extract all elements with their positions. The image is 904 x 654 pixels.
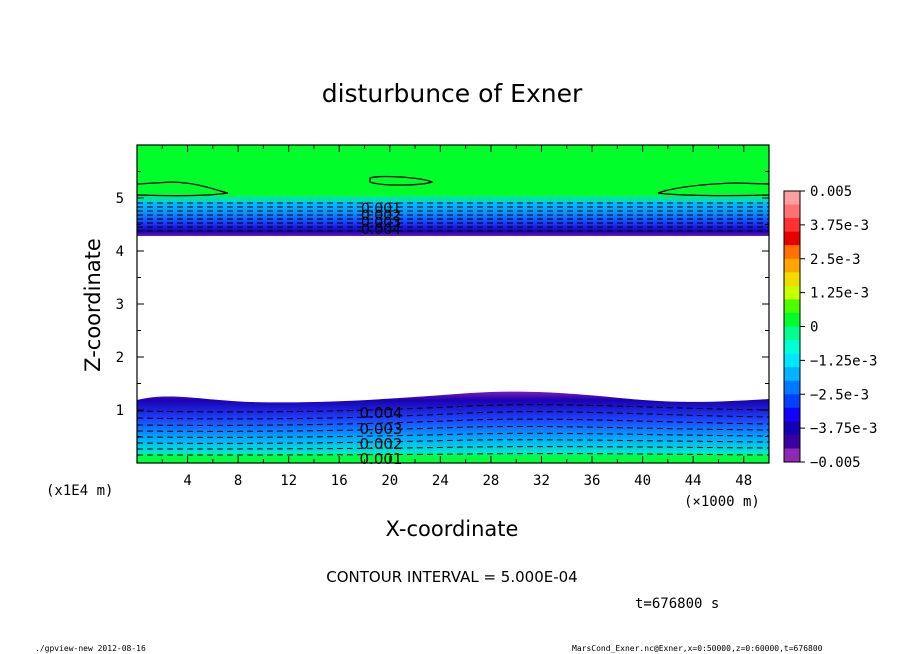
upper-contour-labels: 0.001 0.002 0.003 0.004 xyxy=(361,201,401,238)
colorbar-swatch xyxy=(784,272,800,287)
zero-contour-right xyxy=(657,182,770,197)
top-green-region xyxy=(137,145,769,200)
x-tick-label: 24 xyxy=(432,473,449,489)
colorbar-swatch xyxy=(784,204,800,219)
y-tick-label: 2 xyxy=(116,350,124,366)
contour-label-upper-2: 0.002 xyxy=(361,208,401,224)
y-axis-label: Z-coordinate xyxy=(81,238,105,372)
colorbar-label: 1.25e-3 xyxy=(810,286,869,302)
colorbar-swatch xyxy=(784,421,800,436)
colorbar-swatch xyxy=(784,380,800,395)
axis-ticks xyxy=(136,144,770,464)
colorbar-swatch xyxy=(784,312,800,327)
x-tick-label: 28 xyxy=(482,473,499,489)
colorbar-swatch xyxy=(784,285,800,300)
x-tick-label: 48 xyxy=(735,473,752,489)
zero-contour-left xyxy=(136,181,229,197)
lower-gradient-band xyxy=(137,391,769,463)
colorbar-swatch xyxy=(784,218,800,233)
x-tick-labels: 4 8 12 16 20 24 28 32 36 40 44 48 xyxy=(183,473,752,489)
lower-contour-labels: 0.004 0.003 0.002 0.001 xyxy=(360,404,403,468)
colorbar-swatch xyxy=(784,231,800,246)
x-tick-label: 12 xyxy=(280,473,297,489)
colorbar-swatch xyxy=(784,434,800,449)
colorbar-swatch xyxy=(784,394,800,409)
x-unit-label: (×1000 m) xyxy=(684,494,760,510)
contour-label-upper-3: 0.003 xyxy=(361,215,401,231)
contour-label-upper-1: 0.001 xyxy=(361,201,401,217)
footer-left: ./gpview-new 2012-08-16 xyxy=(35,644,146,653)
time-text: t=676800 s xyxy=(635,596,719,612)
x-tick-label: 36 xyxy=(584,473,601,489)
colorbar-swatch xyxy=(784,299,800,314)
colorbar-label: −2.5e-3 xyxy=(810,387,869,403)
x-axis-label: X-coordinate xyxy=(386,517,519,541)
y-tick-label: 3 xyxy=(116,297,124,313)
upper-gradient-band xyxy=(137,198,769,236)
colorbar-label: −1.25e-3 xyxy=(810,353,877,369)
contour-label-upper-4: 0.004 xyxy=(361,222,401,238)
colorbar-label: 0.005 xyxy=(810,184,852,200)
x-tick-label: 44 xyxy=(685,473,702,489)
x-tick-label: 8 xyxy=(234,473,242,489)
chart-title: disturbunce of Exner xyxy=(322,79,583,108)
colorbar-swatch xyxy=(784,191,800,206)
lower-green-floor xyxy=(137,455,769,463)
contour-label-lower-3: 0.002 xyxy=(360,435,403,453)
colorbar-swatch xyxy=(784,448,800,463)
x-tick-label: 16 xyxy=(331,473,348,489)
x-tick-label: 4 xyxy=(183,473,191,489)
colorbar-swatch xyxy=(784,353,800,368)
y-tick-label: 5 xyxy=(116,191,124,207)
contour-interval-text: CONTOUR INTERVAL = 5.000E-04 xyxy=(326,568,577,586)
colorbar-swatches xyxy=(784,191,800,463)
colorbar-label: −0.005 xyxy=(810,455,861,471)
colorbar-swatch xyxy=(784,258,800,273)
contour-label-lower-4: 0.001 xyxy=(360,450,403,468)
colorbar-swatch xyxy=(784,340,800,355)
lower-dashed-contours xyxy=(136,404,770,456)
y-tick-label: 4 xyxy=(116,244,124,260)
plot-area: 0.001 0.002 0.003 0.004 0.004 0.003 0.00… xyxy=(136,144,770,468)
colorbar-swatch xyxy=(784,367,800,382)
colorbar: 0.005 3.75e-3 2.5e-3 1.25e-3 0 −1.25e-3 −2.5e-… xyxy=(783,184,877,471)
zero-contour-center xyxy=(369,175,434,186)
footer-right: MarsCond_Exner.nc@Exner,x=0:50000,z=0:60… xyxy=(572,644,823,653)
colorbar-swatch xyxy=(784,407,800,422)
y-unit-label: (x1E4 m) xyxy=(46,483,113,499)
contour-label-lower-1: 0.004 xyxy=(360,404,403,422)
x-tick-label: 20 xyxy=(381,473,398,489)
upper-cyan-edge xyxy=(137,196,769,202)
colorbar-label: 3.75e-3 xyxy=(810,218,869,234)
colorbar-label: −3.75e-3 xyxy=(810,421,877,437)
y-tick-labels: 1 2 3 4 5 xyxy=(116,191,124,419)
y-tick-label: 1 xyxy=(116,403,124,419)
upper-dashed-contours xyxy=(137,202,769,232)
colorbar-labels: 0.005 3.75e-3 2.5e-3 1.25e-3 0 −1.25e-3 −2.5e-… xyxy=(800,184,877,471)
colorbar-label: 0 xyxy=(810,320,818,336)
x-tick-label: 40 xyxy=(634,473,651,489)
colorbar-swatch xyxy=(784,245,800,260)
colorbar-label: 2.5e-3 xyxy=(810,252,861,268)
contour-label-lower-2: 0.003 xyxy=(360,420,403,438)
colorbar-swatch xyxy=(784,326,800,341)
x-tick-label: 32 xyxy=(533,473,550,489)
